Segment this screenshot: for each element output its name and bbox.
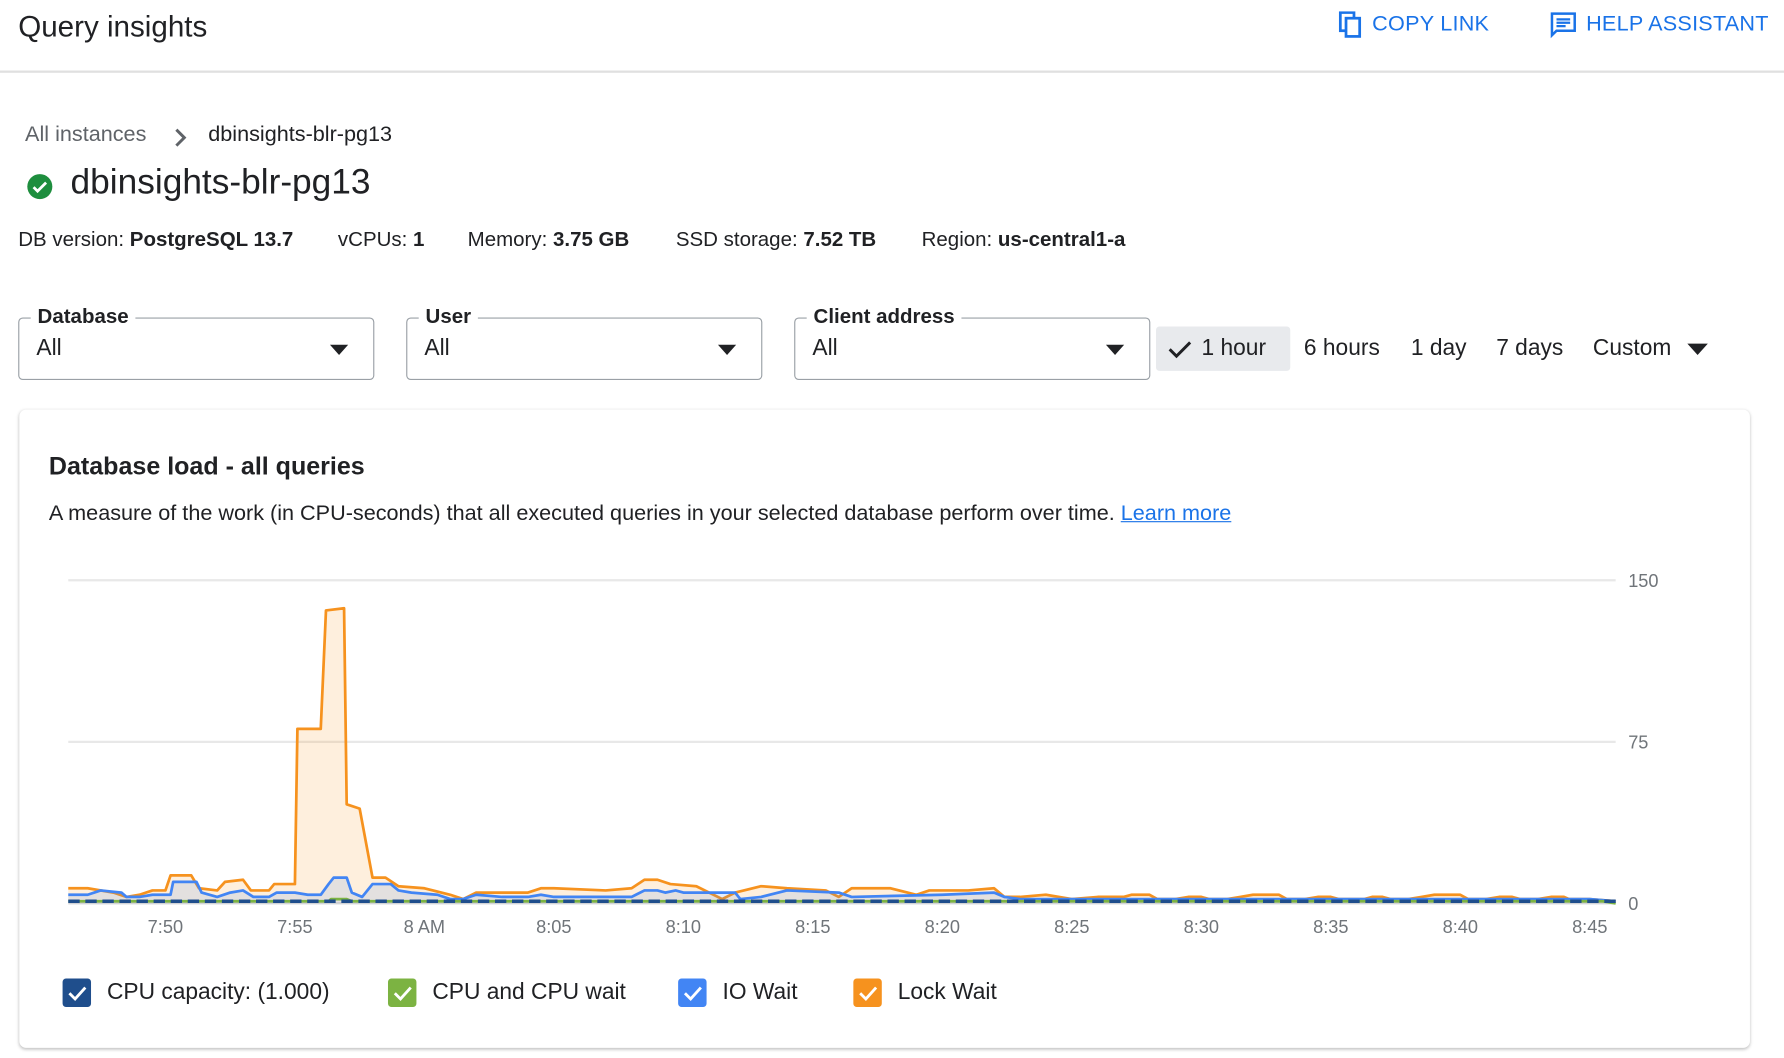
y-tick-label: 0 — [1628, 894, 1638, 914]
copy-icon — [1338, 11, 1362, 38]
client-address-select[interactable]: Client address All — [794, 304, 1151, 381]
checkbox-checked-icon[interactable] — [387, 978, 417, 1007]
chevron-right-icon — [175, 128, 187, 147]
info-ssd-storage: SSD storage: 7.52 TB — [675, 227, 877, 251]
checkbox-checked-icon[interactable] — [678, 978, 707, 1007]
legend-cpu-capacity[interactable]: CPU capacity: (1.000) — [62, 978, 330, 1007]
copy-link-label: COPY LINK — [1372, 12, 1490, 37]
time-range-1-hour[interactable]: 1 hour — [1156, 326, 1291, 371]
x-tick-label: 8:40 — [1443, 917, 1478, 937]
client-address-select-label: Client address — [806, 304, 962, 329]
y-tick-label: 75 — [1628, 733, 1648, 753]
dropdown-arrow-icon — [717, 344, 737, 355]
checkbox-checked-icon[interactable] — [853, 978, 882, 1007]
series-line-io-wait — [68, 876, 1616, 903]
check-icon — [1168, 340, 1192, 358]
x-tick-label: 8:05 — [536, 917, 571, 937]
page-title: Query insights — [18, 9, 208, 44]
x-tick-label: 8:10 — [666, 917, 701, 937]
card-title: Database load - all queries — [48, 451, 365, 481]
time-range-7-days[interactable]: 7 days — [1496, 335, 1564, 361]
user-select-value: All — [424, 335, 450, 361]
info-db-version: DB version: PostgreSQL 13.7 — [18, 227, 294, 251]
series-area-lock-wait — [68, 608, 1616, 904]
check-circle-icon — [27, 174, 53, 200]
instance-title: dbinsights-blr-pg13 — [70, 161, 371, 202]
database-select[interactable]: Database All — [18, 304, 375, 381]
info-vcpus: vCPUs: 1 — [337, 227, 425, 251]
client-address-select-value: All — [812, 335, 838, 361]
database-load-chart: 150 75 0 7:50 7:55 8 AM 8:05 8:10 8:15 8:20 8:25 8:… — [68, 571, 1659, 937]
x-tick-label: 7:55 — [277, 917, 312, 937]
x-tick-label: 8 AM — [404, 917, 445, 937]
user-select-label: User — [418, 304, 478, 329]
card-description: A measure of the work (in CPU-seconds) t… — [48, 501, 1232, 526]
legend-cpu-wait[interactable]: CPU and CPU wait — [387, 978, 626, 1007]
help-assistant-label: HELP ASSISTANT — [1586, 12, 1769, 37]
x-tick-label: 8:15 — [795, 917, 830, 937]
x-tick-label: 7:50 — [148, 917, 183, 937]
dropdown-arrow-icon — [329, 344, 349, 355]
user-select[interactable]: User All — [406, 304, 763, 381]
breadcrumb-current: dbinsights-blr-pg13 — [208, 122, 393, 147]
time-range-custom[interactable]: Custom — [1582, 327, 1720, 371]
time-range-6-hours[interactable]: 6 hours — [1303, 335, 1380, 361]
x-tick-label: 8:20 — [925, 917, 960, 937]
checkbox-checked-icon[interactable] — [62, 978, 92, 1007]
x-tick-label: 8:25 — [1054, 917, 1089, 937]
copy-link-button[interactable]: COPY LINK — [1338, 11, 1489, 38]
learn-more-link[interactable]: Learn more — [1120, 501, 1232, 526]
legend-io-wait[interactable]: IO Wait — [678, 978, 798, 1007]
database-select-label: Database — [30, 304, 136, 329]
header-divider — [0, 70, 1784, 73]
chat-icon — [1550, 12, 1576, 39]
database-select-value: All — [36, 335, 62, 361]
x-tick-label: 8:45 — [1572, 917, 1607, 937]
y-tick-label: 150 — [1628, 571, 1658, 591]
dropdown-arrow-icon — [1105, 344, 1125, 355]
dropdown-arrow-icon — [1687, 343, 1708, 355]
info-region: Region: us-central1-a — [921, 227, 1126, 251]
breadcrumb-all-instances[interactable]: All instances — [25, 122, 147, 147]
info-memory: Memory: 3.75 GB — [467, 227, 630, 251]
help-assistant-button[interactable]: HELP ASSISTANT — [1550, 11, 1769, 39]
x-tick-label: 8:35 — [1313, 917, 1348, 937]
x-tick-label: 8:30 — [1184, 917, 1219, 937]
time-range-1-day[interactable]: 1 day — [1410, 335, 1467, 361]
legend-lock-wait[interactable]: Lock Wait — [853, 978, 997, 1007]
